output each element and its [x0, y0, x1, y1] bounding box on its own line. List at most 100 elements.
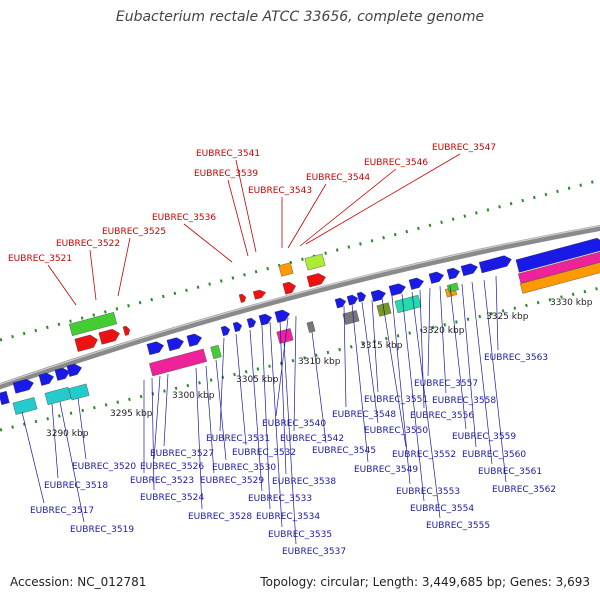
reverse-gene-label[interactable]: EUBREC_3534 [256, 512, 320, 522]
gene-feature[interactable] [428, 270, 445, 284]
gene-feature[interactable] [356, 291, 367, 303]
reverse-gene-label[interactable]: EUBREC_3530 [212, 463, 276, 473]
gene-feature[interactable] [44, 386, 72, 406]
reverse-gene-label[interactable]: EUBREC_3532 [232, 448, 296, 458]
gene-feature[interactable] [246, 317, 257, 329]
gene-feature[interactable] [220, 325, 231, 337]
gene-feature[interactable] [68, 383, 90, 401]
gene-feature[interactable] [74, 333, 100, 352]
forward-gene-label[interactable]: EUBREC_3539 [194, 169, 258, 179]
gene-feature[interactable] [258, 313, 273, 326]
gene-feature[interactable] [146, 340, 165, 356]
reverse-gene-label[interactable]: EUBREC_3535 [268, 530, 332, 540]
reverse-leader-line [21, 411, 45, 504]
forward-gene-label[interactable]: EUBREC_3547 [432, 143, 496, 153]
forward-gene-label[interactable]: EUBREC_3546 [364, 158, 428, 168]
reverse-gene-label[interactable]: EUBREC_3556 [410, 411, 474, 421]
reverse-gene-label[interactable]: EUBREC_3550 [364, 426, 428, 436]
gene-feature[interactable] [478, 254, 513, 274]
gene-feature[interactable] [38, 371, 55, 386]
reverse-gene-label[interactable]: EUBREC_3519 [70, 525, 134, 535]
gene-feature[interactable] [408, 276, 425, 290]
reverse-gene-label[interactable]: EUBREC_3524 [140, 493, 204, 503]
reverse-gene-label[interactable]: EUBREC_3517 [30, 506, 94, 516]
reverse-gene-label[interactable]: EUBREC_3526 [140, 462, 204, 472]
gene-feature[interactable] [447, 282, 459, 293]
gene-feature[interactable] [66, 362, 83, 377]
gene-feature[interactable] [388, 282, 407, 297]
forward-gene-label[interactable]: EUBREC_3536 [152, 213, 216, 223]
reverse-gene-label[interactable]: EUBREC_3562 [492, 485, 556, 495]
reverse-gene-label[interactable]: EUBREC_3537 [282, 547, 346, 557]
gene-feature[interactable] [304, 253, 326, 271]
topology-text: Topology: circular; Length: 3,449,685 bp… [260, 575, 590, 589]
forward-gene-label[interactable]: EUBREC_3541 [196, 149, 260, 159]
reverse-gene-label[interactable]: EUBREC_3533 [248, 494, 312, 504]
gene-feature[interactable] [278, 262, 294, 277]
reverse-gene-label[interactable]: EUBREC_3520 [72, 462, 136, 472]
forward-gene-labels: EUBREC_3521 EUBREC_3522 EUBREC_3525 EUBREC_… [8, 143, 496, 264]
reverse-gene-label[interactable]: EUBREC_3555 [426, 521, 490, 531]
reverse-gene-label[interactable]: EUBREC_3542 [280, 434, 344, 444]
reverse-gene-label[interactable]: EUBREC_3549 [354, 465, 418, 475]
gene-feature[interactable] [519, 260, 600, 294]
forward-gene-label[interactable]: EUBREC_3521 [8, 254, 72, 264]
forward-gene-label[interactable]: EUBREC_3544 [306, 173, 370, 183]
gene-feature[interactable] [12, 397, 38, 415]
gene-feature[interactable] [210, 344, 222, 360]
gene-feature[interactable] [346, 294, 359, 306]
gene-feature[interactable] [306, 272, 327, 288]
forward-gene-label[interactable]: EUBREC_3543 [248, 186, 312, 196]
gene-feature[interactable] [68, 312, 118, 336]
scale-tick-label: 3325 kbp [486, 312, 529, 322]
gene-feature[interactable] [54, 366, 71, 381]
reverse-gene-label[interactable]: EUBREC_3545 [312, 446, 376, 456]
gene-feature[interactable] [232, 321, 243, 333]
reverse-gene-label[interactable]: EUBREC_3558 [432, 396, 496, 406]
gene-feature[interactable] [186, 332, 203, 347]
reverse-gene-label[interactable]: EUBREC_3561 [478, 467, 542, 477]
gene-feature[interactable] [342, 310, 360, 325]
gene-feature[interactable] [274, 308, 291, 323]
reverse-leader-line [401, 293, 425, 502]
reverse-leader-line [269, 321, 283, 528]
reverse-gene-label[interactable]: EUBREC_3518 [44, 481, 108, 491]
scale-tick-label: 3300 kbp [172, 391, 215, 401]
gene-feature[interactable] [166, 336, 185, 352]
reverse-gene-label[interactable]: EUBREC_3553 [396, 487, 460, 497]
gene-feature[interactable] [282, 281, 297, 295]
reverse-gene-label[interactable]: EUBREC_3552 [392, 450, 456, 460]
reverse-gene-label[interactable]: EUBREC_3527 [150, 449, 214, 459]
gene-feature[interactable] [149, 348, 207, 377]
reverse-gene-label[interactable]: EUBREC_3523 [130, 476, 194, 486]
gene-feature[interactable] [238, 293, 247, 303]
gene-feature[interactable] [122, 325, 131, 336]
gene-feature[interactable] [460, 262, 479, 277]
forward-gene-label[interactable]: EUBREC_3525 [102, 227, 166, 237]
reverse-gene-label[interactable]: EUBREC_3559 [452, 432, 516, 442]
reverse-gene-label[interactable]: EUBREC_3528 [188, 512, 252, 522]
reverse-gene-label[interactable]: EUBREC_3563 [484, 353, 548, 363]
reverse-gene-label[interactable]: EUBREC_3538 [272, 477, 336, 487]
gene-feature[interactable] [306, 321, 316, 333]
reverse-gene-label[interactable]: EUBREC_3531 [206, 434, 270, 444]
gene-feature[interactable] [334, 297, 347, 309]
reverse-gene-label[interactable]: EUBREC_3557 [414, 379, 478, 389]
reverse-gene-label[interactable]: EUBREC_3554 [410, 504, 474, 514]
reverse-gene-label[interactable]: EUBREC_3540 [262, 419, 326, 429]
scale-tick-label: 3305 kbp [236, 375, 279, 385]
reverse-gene-label[interactable]: EUBREC_3551 [364, 395, 428, 405]
forward-gene-label[interactable]: EUBREC_3522 [56, 239, 120, 249]
gene-feature[interactable] [0, 390, 10, 406]
gene-feature[interactable] [394, 294, 422, 314]
gene-feature[interactable] [98, 328, 121, 345]
gene-feature[interactable] [12, 378, 35, 394]
reverse-gene-label[interactable]: EUBREC_3548 [332, 410, 396, 420]
gene-feature[interactable] [515, 237, 600, 273]
genome-backbone [0, 224, 600, 390]
reverse-gene-label[interactable]: EUBREC_3529 [200, 476, 264, 486]
gene-feature[interactable] [252, 289, 267, 300]
gene-feature[interactable] [370, 288, 387, 302]
reverse-gene-label[interactable]: EUBREC_3560 [462, 450, 526, 460]
gene-feature[interactable] [446, 267, 461, 280]
